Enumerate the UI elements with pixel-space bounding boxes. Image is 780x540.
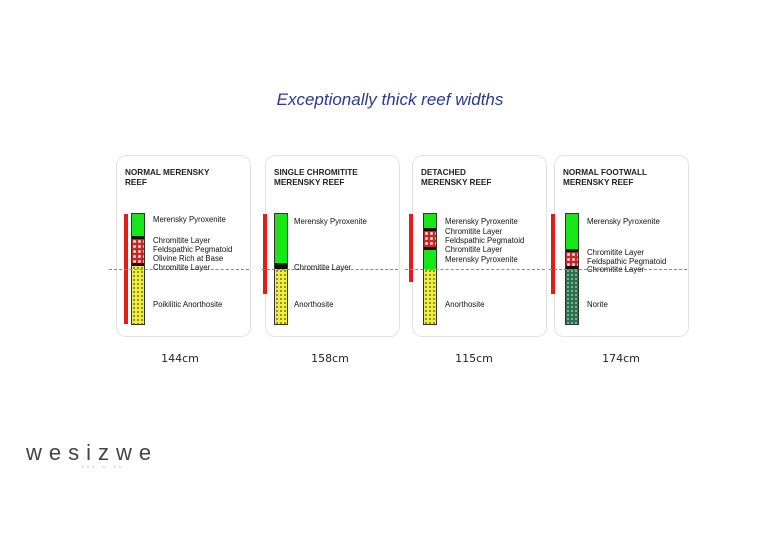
pyroxenite-segment	[132, 214, 144, 236]
chromitite-segment	[566, 249, 578, 252]
contact-line	[262, 269, 398, 270]
chromitite-segment	[275, 263, 287, 269]
panel-single-chromitite-merensky-reef: SINGLE CHROMITITE MERENSKY REEF Merensky…	[262, 155, 400, 337]
norite-segment	[566, 269, 578, 324]
layer-label: Chromitite Layer	[294, 263, 352, 272]
reef-width-label: 115cm	[455, 352, 493, 365]
layer-label: Anorthosite	[294, 300, 334, 309]
contact-line	[109, 269, 249, 270]
layer-label: Chromitite Layer	[587, 248, 645, 257]
panel-title-line: NORMAL MERENSKY	[125, 168, 210, 177]
reef-width-bar	[409, 214, 413, 282]
panel-title-line: SINGLE CHROMITITE	[274, 168, 358, 177]
panel-title: NORMAL MERENSKY REEF	[125, 168, 209, 188]
layer-label: Norite	[587, 300, 608, 309]
layer-label: Feldspathic Pegmatoid	[153, 245, 233, 254]
layer-label: Merensky Pyroxenite	[445, 217, 518, 226]
reef-width-bar	[551, 214, 555, 294]
layer-label: Chromitite Layer	[445, 227, 503, 236]
panel-title: NORMAL FOOTWALL MERENSKY REEF	[563, 168, 647, 188]
panel-title-line: MERENSKY REEF	[421, 178, 492, 187]
reef-width-bar	[263, 214, 267, 294]
stratigraphic-column	[423, 213, 437, 325]
logo-wordmark: wesizwe	[26, 440, 159, 465]
layer-label: Feldspathic Pegmatoid	[587, 257, 667, 266]
layer-label: Chromitite Layer	[587, 265, 645, 274]
wesizwe-logo: wesizwe ▪▪▪ ▪ ▪▪	[26, 440, 159, 469]
reef-width-label: 144cm	[161, 352, 199, 365]
anorthosite-segment	[424, 269, 436, 324]
reef-width-label: 174cm	[602, 352, 640, 365]
stratigraphic-column	[274, 213, 288, 325]
pyroxenite-segment	[424, 214, 436, 228]
layer-label: Feldspathic Pegmatoid	[445, 236, 525, 245]
panel-normal-merensky-reef: NORMAL MERENSKY REEF Merensky Pyroxenite…	[109, 155, 251, 337]
panel-title: DETACHED MERENSKY REEF	[421, 168, 491, 188]
panel-title: SINGLE CHROMITITE MERENSKY REEF	[274, 168, 358, 188]
panel-detached-merensky-reef: DETACHED MERENSKY REEF Merensky Pyroxeni…	[405, 155, 547, 337]
panel-title-line: NORMAL FOOTWALL	[563, 168, 647, 177]
layer-label: Chromitite Layer	[153, 236, 211, 245]
layer-label: Merensky Pyroxenite	[153, 215, 226, 224]
panel-title-line: MERENSKY REEF	[563, 178, 634, 187]
pyroxenite-segment	[424, 250, 436, 269]
layer-label: Chromitite Layer	[445, 245, 503, 254]
reef-width-label: 158cm	[311, 352, 349, 365]
chromitite-segment	[132, 236, 144, 239]
chromitite-segment	[424, 247, 436, 250]
pyroxenite-segment	[275, 214, 287, 263]
panel-title-line: REEF	[125, 178, 147, 187]
layer-label: Anorthosite	[445, 300, 485, 309]
layer-label: Olivine Rich at Base	[153, 254, 224, 263]
pegmatoid-segment	[566, 252, 578, 266]
chromitite-segment	[424, 228, 436, 231]
pegmatoid-segment	[132, 239, 144, 263]
layer-label: Chromitite Layer	[153, 263, 211, 272]
panel-title-line: DETACHED	[421, 168, 466, 177]
layer-label: Merensky Pyroxenite	[445, 255, 518, 264]
logo-subtext-dots: ▪▪▪ ▪ ▪▪	[82, 464, 125, 469]
layer-label: Merensky Pyroxenite	[294, 217, 367, 226]
anorthosite-segment	[275, 269, 287, 324]
pyroxenite-segment	[566, 214, 578, 249]
page-title: Exceptionally thick reef widths	[276, 90, 504, 109]
chromitite-segment	[566, 266, 578, 269]
anorthosite-segment	[132, 266, 144, 324]
panel-title-line: MERENSKY REEF	[274, 178, 345, 187]
layer-label: Poikilitic Anorthosite	[153, 300, 223, 309]
contact-line	[405, 269, 545, 270]
layer-label: Merensky Pyroxenite	[587, 217, 660, 226]
pegmatoid-segment	[424, 231, 436, 247]
panel-normal-footwall-merensky-reef: NORMAL FOOTWALL MERENSKY REEF Merensky P…	[549, 155, 689, 337]
chromitite-segment	[132, 263, 144, 266]
contact-line	[549, 269, 687, 270]
